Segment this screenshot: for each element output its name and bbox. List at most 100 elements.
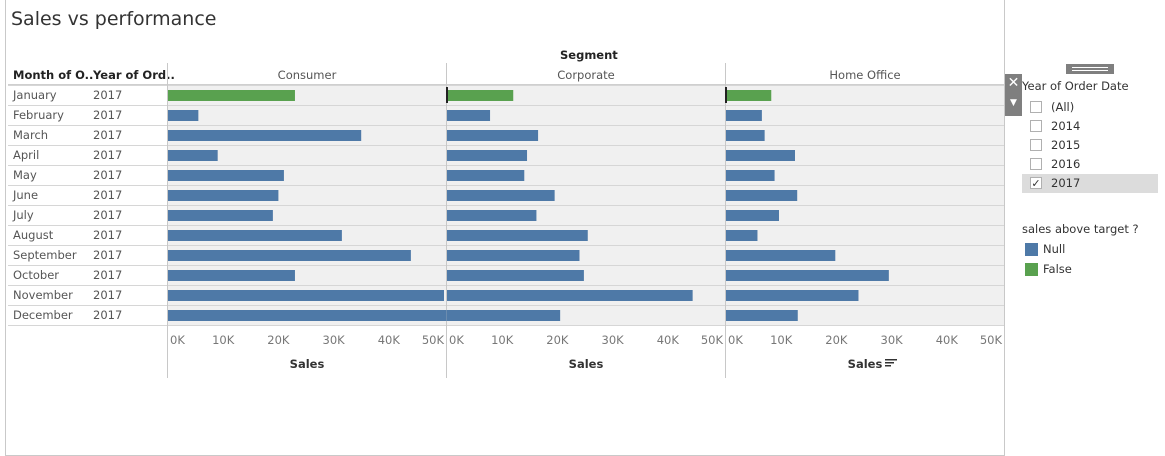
- row-month-label: May: [13, 168, 37, 182]
- x-tick-label: 10K: [212, 333, 235, 347]
- x-tick-label: 20K: [267, 333, 290, 347]
- bar: [726, 250, 836, 261]
- bar: [447, 190, 555, 201]
- bar: [447, 310, 561, 321]
- bar: [726, 310, 798, 321]
- sort-icon-bar: [885, 365, 891, 367]
- bar: [447, 250, 580, 261]
- bar: [447, 130, 539, 141]
- checkbox[interactable]: [1030, 120, 1042, 132]
- x-tick-label: 40K: [378, 333, 401, 347]
- sort-icon: [885, 359, 897, 367]
- filter-item-2015[interactable]: 2015: [1022, 136, 1158, 155]
- close-icon[interactable]: ✕: [1007, 75, 1020, 91]
- sort-icon-bar: [885, 359, 897, 361]
- drag-handle[interactable]: [1066, 64, 1114, 74]
- x-axis-label: Sales: [290, 357, 325, 371]
- bar: [168, 290, 444, 301]
- bar: [168, 130, 362, 141]
- row-year-label: 2017: [93, 168, 123, 182]
- row-year-label: 2017: [93, 88, 123, 102]
- bar: [726, 90, 772, 101]
- filter-item-2017[interactable]: ✓ 2017: [1022, 174, 1158, 193]
- segment-label: Home Office: [829, 68, 900, 82]
- filter-item-2016[interactable]: 2016: [1022, 155, 1158, 174]
- bar: [168, 170, 284, 181]
- bar: [726, 170, 775, 181]
- bar: [726, 150, 795, 161]
- month-column-header[interactable]: Month of O..: [13, 68, 94, 82]
- reference-mark: [446, 87, 448, 103]
- row-year-label: 2017: [93, 308, 123, 322]
- row-month-label: December: [13, 308, 73, 322]
- bar: [447, 90, 514, 101]
- segment-label: Consumer: [278, 68, 337, 82]
- checkbox-checked[interactable]: ✓: [1030, 177, 1042, 190]
- bar: [447, 110, 491, 121]
- row-month-label: November: [13, 288, 73, 302]
- bar: [726, 290, 859, 301]
- filter-item-label: (All): [1051, 100, 1075, 114]
- checkbox[interactable]: [1030, 139, 1042, 151]
- bar: [168, 230, 342, 241]
- filter-item-all[interactable]: (All): [1022, 98, 1158, 117]
- row-month-label: October: [13, 268, 60, 282]
- checkbox[interactable]: [1030, 158, 1042, 170]
- bar: [726, 190, 798, 201]
- bar: [447, 150, 528, 161]
- row-year-label: 2017: [93, 268, 123, 282]
- bar: [726, 230, 758, 241]
- row-year-label: 2017: [93, 228, 123, 242]
- row-month-label: March: [13, 128, 49, 142]
- legend-title: sales above target ?: [1022, 222, 1139, 236]
- legend-swatch: [1025, 243, 1038, 256]
- filter-item-label: 2016: [1051, 157, 1081, 171]
- segment-label: Corporate: [557, 68, 615, 82]
- row-month-label: June: [13, 188, 39, 202]
- x-tick-label: 10K: [491, 333, 514, 347]
- x-tick-label: 30K: [323, 333, 346, 347]
- bar: [168, 310, 447, 321]
- bar: [726, 110, 762, 121]
- bar: [168, 270, 295, 281]
- bar: [447, 210, 537, 221]
- filter-title: Year of Order Date: [1022, 79, 1129, 93]
- filter-item-label: 2015: [1051, 138, 1081, 152]
- page-title: Sales vs performance: [11, 8, 217, 30]
- filter-item-label: 2017: [1051, 176, 1081, 190]
- bar: [447, 230, 588, 241]
- bar: [726, 130, 765, 141]
- bar-chart: Consumer Corporate Home Office 0K 10K 20K 30K 4…: [8, 63, 1005, 378]
- x-tick-label: 0K: [728, 333, 743, 347]
- year-column-header[interactable]: Year of Ord..: [93, 68, 175, 82]
- x-tick-label: 0K: [170, 333, 185, 347]
- x-tick-label: 40K: [657, 333, 680, 347]
- row-year-label: 2017: [93, 248, 123, 262]
- segment-header[interactable]: Segment: [560, 48, 618, 62]
- filter-item-2014[interactable]: 2014: [1022, 117, 1158, 136]
- reference-mark: [725, 87, 727, 103]
- row-year-label: 2017: [93, 148, 123, 162]
- bar: [726, 210, 779, 221]
- x-tick-label: 40K: [936, 333, 959, 347]
- x-tick-label: 50K: [701, 333, 724, 347]
- sort-icon-bar: [885, 362, 894, 364]
- dropdown-arrow-icon[interactable]: ▼: [1010, 98, 1017, 108]
- x-tick-label: 50K: [980, 333, 1003, 347]
- filter-item-label: 2014: [1051, 119, 1081, 133]
- bar: [447, 170, 525, 181]
- row-year-label: 2017: [93, 208, 123, 222]
- checkbox[interactable]: [1030, 101, 1042, 113]
- row-year-label: 2017: [93, 108, 123, 122]
- row-month-label: April: [13, 148, 40, 162]
- bar: [168, 90, 295, 101]
- x-tick-label: 30K: [602, 333, 625, 347]
- row-month-label: August: [13, 228, 54, 242]
- bar: [447, 270, 584, 281]
- row-year-label: 2017: [93, 188, 123, 202]
- x-tick-label: 20K: [546, 333, 569, 347]
- bar: [168, 110, 199, 121]
- x-axis-label: Sales: [848, 357, 883, 371]
- x-tick-label: 0K: [449, 333, 464, 347]
- row-month-label: February: [13, 108, 64, 122]
